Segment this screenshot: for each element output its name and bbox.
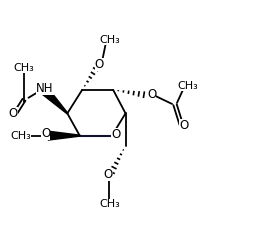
- Text: O: O: [179, 119, 188, 132]
- Text: O: O: [111, 128, 121, 141]
- Text: CH₃: CH₃: [10, 131, 31, 141]
- Text: CH₃: CH₃: [99, 199, 120, 209]
- Text: O: O: [95, 58, 104, 71]
- Polygon shape: [48, 131, 80, 140]
- Text: O: O: [41, 127, 50, 140]
- Text: CH₃: CH₃: [99, 35, 120, 45]
- Text: O: O: [9, 107, 18, 120]
- Polygon shape: [41, 87, 68, 114]
- Text: NH: NH: [36, 82, 54, 95]
- Text: O: O: [147, 88, 156, 101]
- Text: O: O: [104, 168, 113, 181]
- Text: CH₃: CH₃: [177, 81, 198, 91]
- Text: CH₃: CH₃: [14, 62, 34, 72]
